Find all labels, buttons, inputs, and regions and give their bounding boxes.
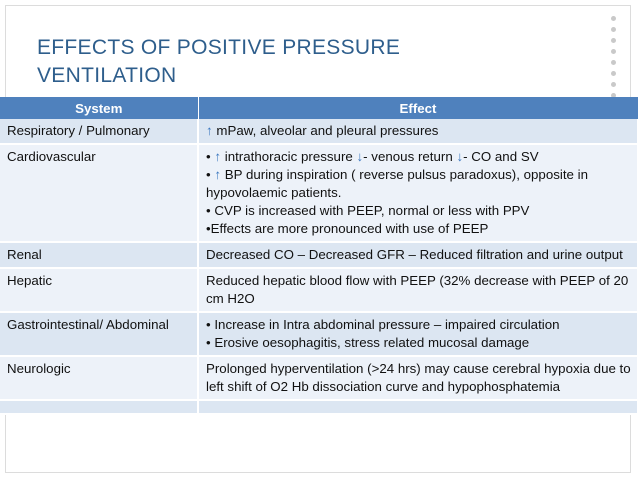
cell-system: Renal — [0, 242, 199, 269]
dot-icon — [611, 60, 616, 65]
title-line-1: Effects of Positive Pressure — [37, 36, 401, 59]
effect-text: • ↑ intrathoracic pressure ↓- venous ret… — [206, 149, 539, 164]
dot-icon — [611, 71, 616, 76]
cell-system: Respiratory / Pulmonary — [0, 119, 199, 145]
cell-effect: Decreased CO – Decreased GFR – Reduced f… — [198, 242, 638, 269]
cell-system — [0, 400, 199, 415]
corner-dots-decoration — [606, 16, 620, 104]
effect-text: Reduced hepatic blood flow with PEEP (32… — [206, 273, 629, 306]
dot-icon — [611, 93, 616, 98]
effect-text: • ↑ BP during inspiration ( reverse puls… — [206, 167, 589, 200]
title-line-2: Ventilation — [37, 64, 177, 87]
cell-effect: • Increase in Intra abdominal pressure –… — [198, 312, 638, 357]
cell-system: Gastrointestinal/ Abdominal — [0, 312, 199, 357]
table-row: Hepatic Reduced hepatic blood flow with P… — [0, 268, 638, 313]
header-effect: Effect — [198, 97, 638, 119]
effects-table: System Effect Respiratory / Pulmonary ↑ m… — [0, 97, 638, 415]
arrow-down-icon: ↓ — [456, 149, 464, 164]
effect-text: • CVP is increased with PEEP, normal or … — [206, 203, 530, 218]
effect-text: ↑ mPaw, alveolar and pleural pressures — [206, 123, 439, 138]
table-row: Cardiovascular • ↑ intrathoracic pressure… — [0, 144, 638, 243]
table-row: Neurologic Prolonged hyperventilation (>2… — [0, 356, 638, 401]
cell-effect — [198, 400, 638, 415]
dot-icon — [611, 27, 616, 32]
arrow-down-icon: ↓ — [356, 149, 364, 164]
cell-effect: ↑ mPaw, alveolar and pleural pressures — [198, 119, 638, 145]
arrow-up-icon: ↑ — [206, 123, 213, 138]
effect-text: •Effects are more pronounced with use of… — [206, 221, 489, 236]
dot-icon — [611, 82, 616, 87]
arrow-up-icon: ↑ — [214, 167, 222, 182]
dot-icon — [611, 49, 616, 54]
effect-text: • Increase in Intra abdominal pressure –… — [206, 317, 560, 332]
cell-effect: Reduced hepatic blood flow with PEEP (32… — [198, 268, 638, 313]
cell-effect: • ↑ intrathoracic pressure ↓- venous ret… — [198, 144, 638, 243]
table-body: Respiratory / Pulmonary ↑ mPaw, alveolar … — [0, 119, 638, 415]
cell-system: Neurologic — [0, 356, 199, 401]
cell-effect: Prolonged hyperventilation (>24 hrs) may… — [198, 356, 638, 401]
effect-text: Prolonged hyperventilation (>24 hrs) may… — [206, 361, 631, 394]
dot-icon — [611, 38, 616, 43]
table-row — [0, 400, 638, 415]
table-row: Gastrointestinal/ Abdominal • Increase in… — [0, 312, 638, 357]
effect-text: • Erosive oesophagitis, stress related m… — [206, 335, 530, 350]
effects-table-container: System Effect Respiratory / Pulmonary ↑ m… — [0, 97, 638, 415]
header-system: System — [0, 97, 199, 119]
table-row: Respiratory / Pulmonary ↑ mPaw, alveolar … — [0, 119, 638, 145]
arrow-up-icon: ↑ — [214, 149, 222, 164]
table-row: Renal Decreased CO – Decreased GFR – Redu… — [0, 242, 638, 269]
effect-text: Decreased CO – Decreased GFR – Reduced f… — [206, 247, 623, 262]
slide-title: Effects of Positive Pressure Ventilation — [37, 34, 477, 90]
cell-system: Hepatic — [0, 268, 199, 313]
table-header-row: System Effect — [0, 97, 638, 119]
dot-icon — [611, 16, 616, 21]
cell-system: Cardiovascular — [0, 144, 199, 243]
